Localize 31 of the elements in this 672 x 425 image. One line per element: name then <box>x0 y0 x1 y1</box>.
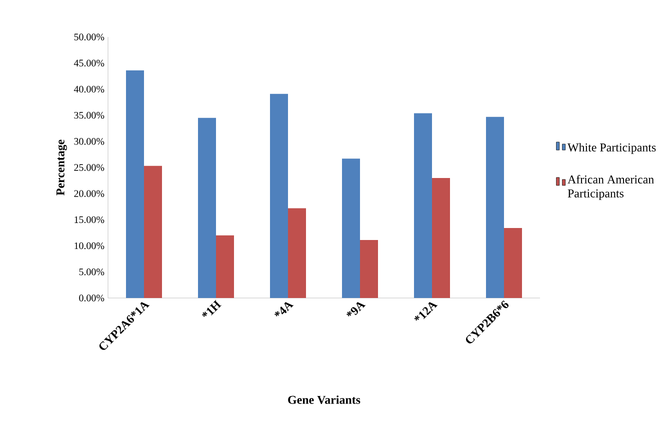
y-tick-label: 25.00% <box>74 164 104 171</box>
y-tick-label: 10.00% <box>74 242 104 250</box>
bar <box>504 228 522 298</box>
y-tick-label: 45.00% <box>74 60 104 66</box>
y-tick-label: 20.00% <box>74 190 104 197</box>
bar <box>198 118 216 298</box>
bar <box>342 158 360 298</box>
bar <box>360 240 378 298</box>
y-tick-label: 5.00% <box>79 268 104 276</box>
bar <box>216 235 234 298</box>
bar <box>144 166 162 298</box>
bar <box>414 113 432 298</box>
y-tick-label: 40.00% <box>74 86 104 93</box>
bar <box>432 178 450 298</box>
y-tick-label: 50.00% <box>74 34 104 40</box>
y-axis-title: Percentage <box>56 140 67 196</box>
bar <box>126 70 144 298</box>
bar <box>486 116 504 298</box>
y-tick-label: 35.00% <box>74 112 104 119</box>
bar <box>288 208 306 298</box>
y-tick-label: 0.00% <box>79 294 104 302</box>
y-tick-label: 30.00% <box>74 138 104 145</box>
x-tick-label: *1H <box>202 300 222 317</box>
x-tick-label: *9A <box>346 302 366 316</box>
legend-label: African American Participants <box>568 174 654 200</box>
bar <box>270 94 288 298</box>
legend-label: White Participants <box>568 143 656 154</box>
x-tick-label: *12A <box>414 302 438 321</box>
x-tick-label: *4A <box>274 302 294 316</box>
x-axis-title: Gene Variants <box>288 395 360 404</box>
y-tick-label: 15.00% <box>74 216 104 224</box>
